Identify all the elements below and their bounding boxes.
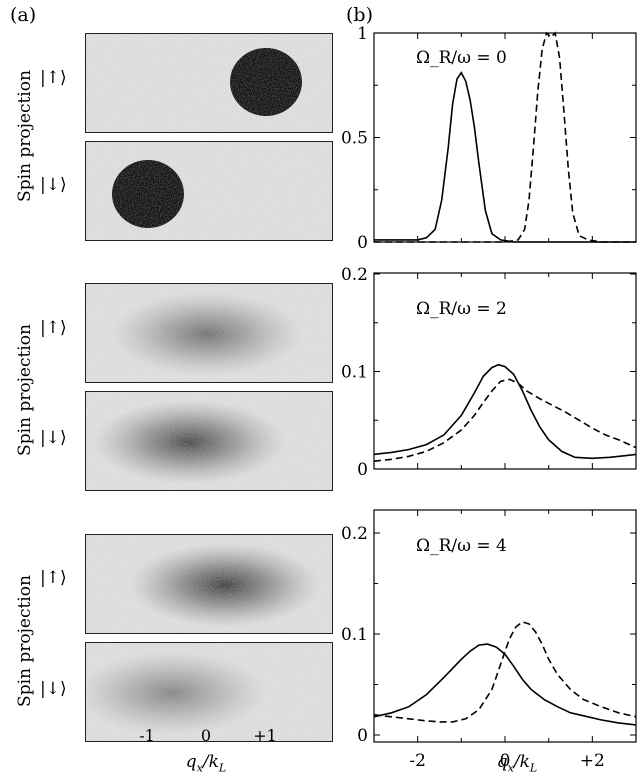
ytick-label: 0.5 — [341, 129, 368, 149]
ket-down: |↓⟩ — [40, 428, 67, 448]
panel-a-label: (a) — [10, 4, 37, 26]
absorption-image-down — [85, 642, 333, 742]
ytick-label: 0 — [357, 460, 368, 480]
chart-annotation: Ω_R/ω = 2 — [416, 299, 507, 319]
chart-3: 0 0.1 0.2 -2 0 +2 Ω_R/ω = 4 — [341, 509, 637, 771]
ytick-label: 0.2 — [341, 265, 368, 285]
ytick-label: 0 — [357, 726, 368, 746]
chart-1: 0 0.5 1 Ω_R/ω = 0 — [341, 24, 637, 253]
absorption-image-down — [85, 391, 333, 491]
series-line-dashed — [374, 31, 636, 243]
b-xlabel: qx/kL — [496, 752, 538, 775]
series-line-solid — [373, 363, 637, 460]
a-xtick: -1 — [139, 726, 155, 745]
absorption-image-down — [85, 141, 333, 241]
chart-2: 0 0.1 0.2 Ω_R/ω = 2 — [341, 265, 637, 480]
series-line-solid — [373, 643, 637, 726]
ytick-label: 0.1 — [341, 625, 368, 645]
a-xlabel: qx/kL — [185, 752, 227, 775]
absorption-image-up — [85, 33, 333, 133]
ket-up: |↑⟩ — [40, 68, 67, 88]
xtick-label: -2 — [409, 751, 426, 771]
a-xtick: 0 — [200, 726, 212, 745]
series-line-dashed — [373, 378, 637, 462]
ytick-label: 0 — [357, 233, 368, 253]
ket-down: |↓⟩ — [40, 679, 67, 699]
xtick-label: +2 — [580, 751, 605, 771]
ket-up: |↑⟩ — [40, 568, 67, 588]
series-line-dashed — [373, 621, 637, 723]
a-xtick: +1 — [253, 726, 277, 745]
chart-annotation: Ω_R/ω = 4 — [416, 536, 507, 556]
absorption-image-up — [85, 283, 333, 383]
ytick-label: 0.1 — [341, 363, 368, 383]
xtick-label: 0 — [500, 751, 511, 771]
ket-up: |↑⟩ — [40, 318, 67, 338]
ytick-label: 1 — [357, 24, 368, 44]
ytick-label: 0.2 — [341, 524, 368, 544]
chart-annotation: Ω_R/ω = 0 — [416, 48, 507, 68]
series-line-solid — [374, 71, 636, 243]
ket-down: |↓⟩ — [40, 175, 67, 195]
absorption-image-up — [85, 534, 333, 634]
panel-b-label: (b) — [346, 4, 373, 26]
